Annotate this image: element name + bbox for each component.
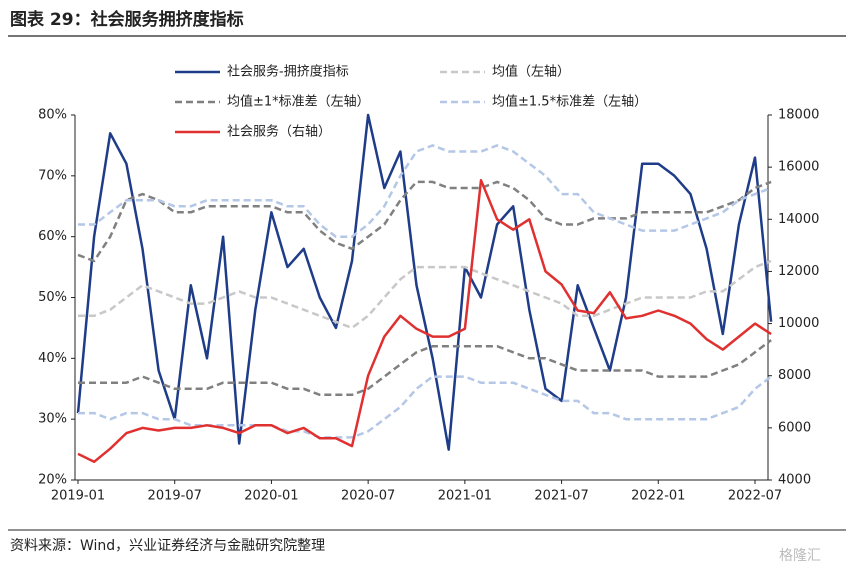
y-tick-label: 20% xyxy=(38,473,67,488)
y-tick-label: 50% xyxy=(38,290,67,305)
y2-tick-label: 14000 xyxy=(778,212,819,227)
series-line xyxy=(77,178,772,464)
source: 资料来源：Wind，兴业证券经济与金融研究院整理 xyxy=(10,538,325,554)
y2-tick-label: 10000 xyxy=(778,316,819,331)
series-line xyxy=(78,339,772,397)
series-line xyxy=(78,144,772,238)
series-line xyxy=(77,180,772,263)
y-tick-label: 70% xyxy=(38,168,67,183)
x-tick-label: 2019-01 xyxy=(51,489,105,504)
x-tick-label: 2022-01 xyxy=(631,489,685,504)
x-tick-label: 2021-07 xyxy=(534,489,588,504)
y2-tick-label: 6000 xyxy=(778,420,811,435)
y-tick-label: 60% xyxy=(38,229,67,244)
x-tick-label: 2022-07 xyxy=(728,489,782,504)
y-tick-label: 30% xyxy=(38,412,67,427)
legend-label: 均值±1*标准差（左轴） xyxy=(227,94,370,110)
x-tick-label: 2019-07 xyxy=(148,489,202,504)
x-tick-label: 2020-07 xyxy=(341,489,395,504)
x-tick-label: 2021-01 xyxy=(438,489,492,504)
y2-tick-label: 18000 xyxy=(778,108,819,123)
y2-tick-label: 16000 xyxy=(778,160,819,175)
y-tick-label: 80% xyxy=(38,108,67,123)
y2-tick-label: 12000 xyxy=(778,264,819,279)
x-tick-label: 2020-01 xyxy=(244,489,298,504)
y-tick-label: 40% xyxy=(38,351,67,366)
watermark: 格隆汇 xyxy=(779,548,821,564)
legend-label: 社会服务-拥挤度指标 xyxy=(227,64,349,80)
series-line xyxy=(76,113,773,451)
legend-label: 均值±1.5*标准差（左轴） xyxy=(492,94,647,110)
legend-label: 社会服务（右轴） xyxy=(227,124,331,140)
y2-tick-label: 8000 xyxy=(778,368,811,383)
chart-title: 图表 29：社会服务拥挤度指标 xyxy=(10,9,244,30)
legend-label: 均值（左轴） xyxy=(492,64,570,80)
y2-tick-label: 4000 xyxy=(778,473,811,488)
